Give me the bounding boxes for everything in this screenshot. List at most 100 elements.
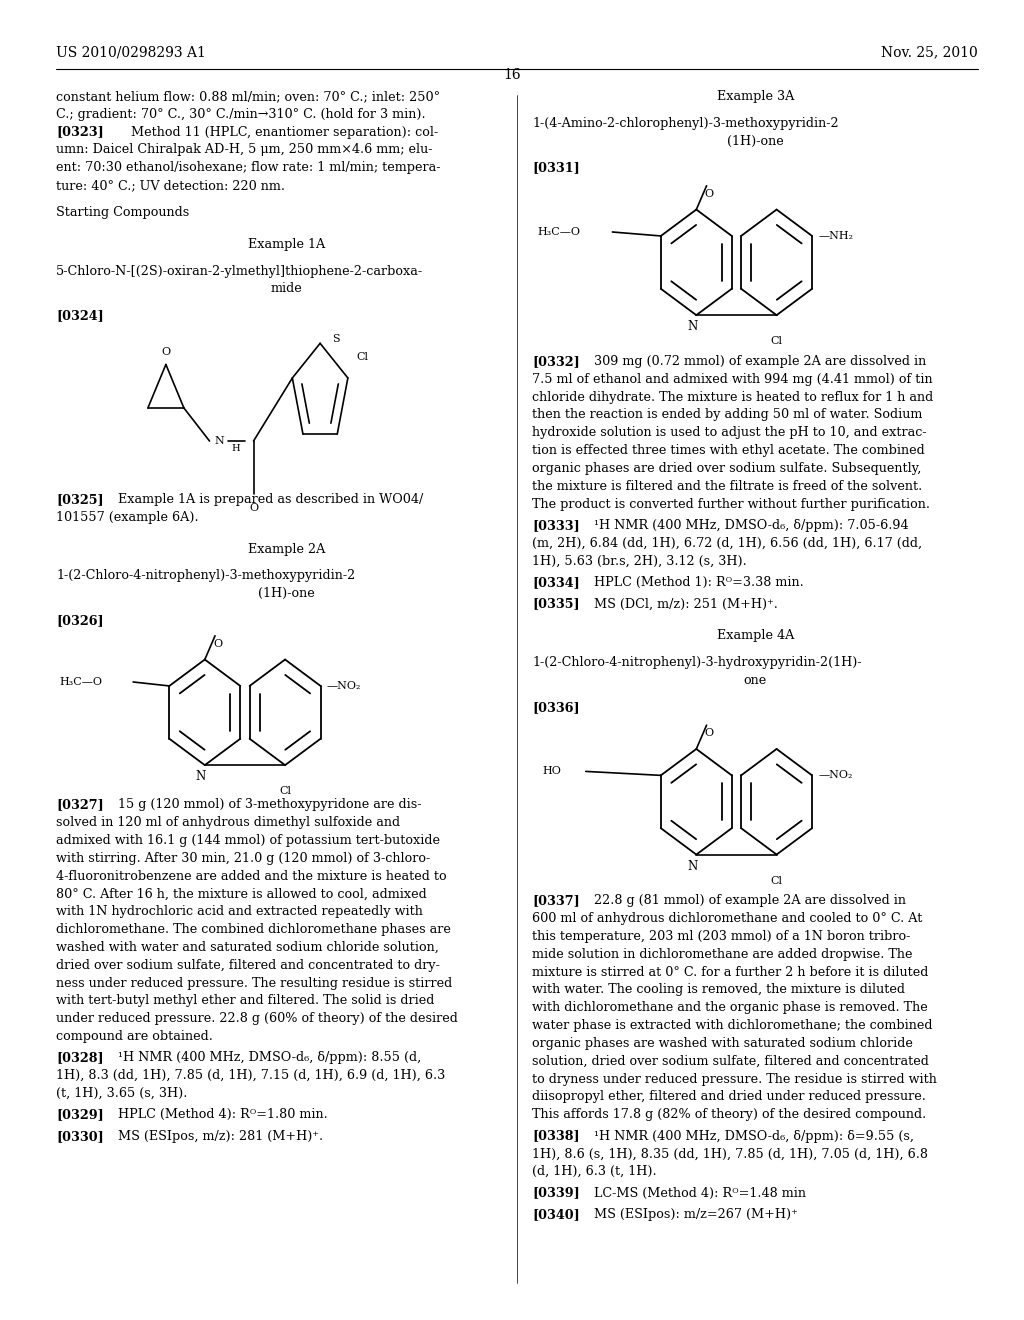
Text: —NO₂: —NO₂: [327, 681, 361, 690]
Text: N: N: [687, 859, 697, 873]
Text: N: N: [196, 771, 206, 783]
Text: Example 1A is prepared as described in WO04/: Example 1A is prepared as described in W…: [118, 492, 423, 506]
Text: Cl: Cl: [356, 352, 368, 362]
Text: Cl: Cl: [771, 337, 782, 346]
Text: mide solution in dichloromethane are added dropwise. The: mide solution in dichloromethane are add…: [532, 948, 913, 961]
Text: —NO₂: —NO₂: [818, 771, 853, 780]
Text: [0331]: [0331]: [532, 161, 581, 174]
Text: HPLC (Method 1): Rᴼ=3.38 min.: HPLC (Method 1): Rᴼ=3.38 min.: [594, 576, 804, 589]
Text: 7.5 ml of ethanol and admixed with 994 mg (4.41 mmol) of tin: 7.5 ml of ethanol and admixed with 994 m…: [532, 372, 933, 385]
Text: [0332]: [0332]: [532, 355, 581, 368]
Text: 4-fluoronitrobenzene are added and the mixture is heated to: 4-fluoronitrobenzene are added and the m…: [56, 870, 446, 883]
Text: washed with water and saturated sodium chloride solution,: washed with water and saturated sodium c…: [56, 941, 439, 954]
Text: 1H), 8.6 (s, 1H), 8.35 (dd, 1H), 7.85 (d, 1H), 7.05 (d, 1H), 6.8: 1H), 8.6 (s, 1H), 8.35 (dd, 1H), 7.85 (d…: [532, 1147, 929, 1160]
Text: LC-MS (Method 4): Rᴼ=1.48 min: LC-MS (Method 4): Rᴼ=1.48 min: [594, 1187, 806, 1200]
Text: this temperature, 203 ml (203 mmol) of a 1N boron tribro-: this temperature, 203 ml (203 mmol) of a…: [532, 931, 911, 942]
Text: N: N: [687, 321, 697, 334]
Text: 16: 16: [503, 67, 521, 82]
Text: [0336]: [0336]: [532, 701, 581, 714]
Text: Example 2A: Example 2A: [248, 543, 326, 556]
Text: H₃C—O: H₃C—O: [538, 227, 581, 238]
Text: with 1N hydrochloric acid and extracted repeatedly with: with 1N hydrochloric acid and extracted …: [56, 906, 423, 919]
Text: with water. The cooling is removed, the mixture is diluted: with water. The cooling is removed, the …: [532, 983, 905, 997]
Text: H₃C—O: H₃C—O: [59, 677, 102, 686]
Text: [0333]: [0333]: [532, 519, 581, 532]
Text: Example 3A: Example 3A: [717, 90, 794, 103]
Text: admixed with 16.1 g (144 mmol) of potassium tert-butoxide: admixed with 16.1 g (144 mmol) of potass…: [56, 834, 440, 847]
Text: C.; gradient: 70° C., 30° C./min→310° C. (hold for 3 min).: C.; gradient: 70° C., 30° C./min→310° C.…: [56, 108, 426, 121]
Text: [0326]: [0326]: [56, 614, 104, 627]
Text: under reduced pressure. 22.8 g (60% of theory) of the desired: under reduced pressure. 22.8 g (60% of t…: [56, 1012, 458, 1026]
Text: —NH₂: —NH₂: [818, 231, 853, 242]
Text: the mixture is filtered and the filtrate is freed of the solvent.: the mixture is filtered and the filtrate…: [532, 479, 923, 492]
Text: ¹H NMR (400 MHz, DMSO-d₆, δ/ppm): 7.05-6.94: ¹H NMR (400 MHz, DMSO-d₆, δ/ppm): 7.05-6…: [594, 519, 908, 532]
Text: [0323]: [0323]: [56, 125, 104, 139]
Text: 1-(2-Chloro-4-nitrophenyl)-3-methoxypyridin-2: 1-(2-Chloro-4-nitrophenyl)-3-methoxypyri…: [56, 569, 355, 582]
Text: This affords 17.8 g (82% of theory) of the desired compound.: This affords 17.8 g (82% of theory) of t…: [532, 1109, 927, 1121]
Text: US 2010/0298293 A1: US 2010/0298293 A1: [56, 45, 206, 59]
Text: (1H)-one: (1H)-one: [727, 135, 783, 148]
Text: ture: 40° C.; UV detection: 220 nm.: ture: 40° C.; UV detection: 220 nm.: [56, 180, 286, 191]
Text: Starting Compounds: Starting Compounds: [56, 206, 189, 219]
Text: O: O: [705, 729, 714, 738]
Text: 1-(4-Amino-2-chlorophenyl)-3-methoxypyridin-2: 1-(4-Amino-2-chlorophenyl)-3-methoxypyri…: [532, 116, 839, 129]
Text: [0329]: [0329]: [56, 1109, 104, 1122]
Text: 1H), 8.3 (dd, 1H), 7.85 (d, 1H), 7.15 (d, 1H), 6.9 (d, 1H), 6.3: 1H), 8.3 (dd, 1H), 7.85 (d, 1H), 7.15 (d…: [56, 1069, 445, 1082]
Text: (m, 2H), 6.84 (dd, 1H), 6.72 (d, 1H), 6.56 (dd, 1H), 6.17 (dd,: (m, 2H), 6.84 (dd, 1H), 6.72 (d, 1H), 6.…: [532, 537, 923, 549]
Text: MS (ESIpos): m/z=267 (M+H)⁺: MS (ESIpos): m/z=267 (M+H)⁺: [594, 1208, 798, 1221]
Text: O: O: [249, 503, 258, 513]
Text: (1H)-one: (1H)-one: [258, 587, 315, 601]
Text: [0328]: [0328]: [56, 1052, 104, 1064]
Text: 309 mg (0.72 mmol) of example 2A are dissolved in: 309 mg (0.72 mmol) of example 2A are dis…: [594, 355, 926, 368]
Text: [0325]: [0325]: [56, 492, 104, 506]
Text: with tert-butyl methyl ether and filtered. The solid is dried: with tert-butyl methyl ether and filtere…: [56, 994, 435, 1007]
Text: organic phases are dried over sodium sulfate. Subsequently,: organic phases are dried over sodium sul…: [532, 462, 922, 475]
Text: 22.8 g (81 mmol) of example 2A are dissolved in: 22.8 g (81 mmol) of example 2A are disso…: [594, 895, 906, 907]
Text: 1H), 5.63 (br.s, 2H), 3.12 (s, 3H).: 1H), 5.63 (br.s, 2H), 3.12 (s, 3H).: [532, 554, 748, 568]
Text: umn: Daicel Chiralpak AD-H, 5 μm, 250 mm×4.6 mm; elu-: umn: Daicel Chiralpak AD-H, 5 μm, 250 mm…: [56, 144, 433, 156]
Text: [0339]: [0339]: [532, 1187, 581, 1200]
Text: Example 4A: Example 4A: [717, 630, 794, 643]
Text: diisopropyl ether, filtered and dried under reduced pressure.: diisopropyl ether, filtered and dried un…: [532, 1090, 927, 1104]
Text: ness under reduced pressure. The resulting residue is stirred: ness under reduced pressure. The resulti…: [56, 977, 453, 990]
Text: with stirring. After 30 min, 21.0 g (120 mmol) of 3-chloro-: with stirring. After 30 min, 21.0 g (120…: [56, 851, 430, 865]
Text: [0327]: [0327]: [56, 799, 104, 812]
Text: solved in 120 ml of anhydrous dimethyl sulfoxide and: solved in 120 ml of anhydrous dimethyl s…: [56, 816, 400, 829]
Text: 101557 (example 6A).: 101557 (example 6A).: [56, 511, 199, 524]
Text: HO: HO: [543, 767, 561, 776]
Text: 1-(2-Chloro-4-nitrophenyl)-3-hydroxypyridin-2(1H)-: 1-(2-Chloro-4-nitrophenyl)-3-hydroxypyri…: [532, 656, 862, 669]
Text: to dryness under reduced pressure. The residue is stirred with: to dryness under reduced pressure. The r…: [532, 1073, 937, 1085]
Text: MS (ESIpos, m/z): 281 (M+H)⁺.: MS (ESIpos, m/z): 281 (M+H)⁺.: [118, 1130, 323, 1143]
Text: dried over sodium sulfate, filtered and concentrated to dry-: dried over sodium sulfate, filtered and …: [56, 958, 440, 972]
Text: S: S: [333, 334, 340, 345]
Text: MS (DCl, m/z): 251 (M+H)⁺.: MS (DCl, m/z): 251 (M+H)⁺.: [594, 598, 778, 610]
Text: [0335]: [0335]: [532, 598, 581, 610]
Text: with dichloromethane and the organic phase is removed. The: with dichloromethane and the organic pha…: [532, 1002, 928, 1014]
Text: Cl: Cl: [280, 787, 291, 796]
Text: [0324]: [0324]: [56, 309, 104, 322]
Text: 5-Chloro-N-[(2S)-oxiran-2-ylmethyl]thiophene-2-carboxa-: 5-Chloro-N-[(2S)-oxiran-2-ylmethyl]thiop…: [56, 264, 424, 277]
Text: O: O: [705, 189, 714, 199]
Text: tion is effected three times with ethyl acetate. The combined: tion is effected three times with ethyl …: [532, 444, 926, 457]
Text: organic phases are washed with saturated sodium chloride: organic phases are washed with saturated…: [532, 1038, 913, 1049]
Text: dichloromethane. The combined dichloromethane phases are: dichloromethane. The combined dichlorome…: [56, 923, 452, 936]
Text: mixture is stirred at 0° C. for a further 2 h before it is diluted: mixture is stirred at 0° C. for a furthe…: [532, 966, 929, 978]
Text: HPLC (Method 4): Rᴼ=1.80 min.: HPLC (Method 4): Rᴼ=1.80 min.: [118, 1109, 328, 1122]
Text: [0337]: [0337]: [532, 895, 581, 907]
Text: water phase is extracted with dichloromethane; the combined: water phase is extracted with dichlorome…: [532, 1019, 933, 1032]
Text: [0338]: [0338]: [532, 1130, 581, 1143]
Text: 15 g (120 mmol) of 3-methoxypyridone are dis-: 15 g (120 mmol) of 3-methoxypyridone are…: [118, 799, 421, 812]
Text: N: N: [215, 436, 224, 446]
Text: H: H: [231, 445, 241, 454]
Text: 600 ml of anhydrous dichloromethane and cooled to 0° C. At: 600 ml of anhydrous dichloromethane and …: [532, 912, 923, 925]
Text: mide: mide: [270, 282, 303, 296]
Text: constant helium flow: 0.88 ml/min; oven: 70° C.; inlet: 250°: constant helium flow: 0.88 ml/min; oven:…: [56, 90, 440, 103]
Text: O: O: [213, 639, 222, 648]
Text: chloride dihydrate. The mixture is heated to reflux for 1 h and: chloride dihydrate. The mixture is heate…: [532, 391, 934, 404]
Text: The product is converted further without further purification.: The product is converted further without…: [532, 498, 931, 511]
Text: ¹H NMR (400 MHz, DMSO-d₆, δ/ppm): 8.55 (d,: ¹H NMR (400 MHz, DMSO-d₆, δ/ppm): 8.55 (…: [118, 1052, 421, 1064]
Text: ¹H NMR (400 MHz, DMSO-d₆, δ/ppm): δ=9.55 (s,: ¹H NMR (400 MHz, DMSO-d₆, δ/ppm): δ=9.55…: [594, 1130, 914, 1143]
Text: solution, dried over sodium sulfate, filtered and concentrated: solution, dried over sodium sulfate, fil…: [532, 1055, 930, 1068]
Text: O: O: [162, 347, 170, 356]
Text: Method 11 (HPLC, enantiomer separation): col-: Method 11 (HPLC, enantiomer separation):…: [131, 125, 438, 139]
